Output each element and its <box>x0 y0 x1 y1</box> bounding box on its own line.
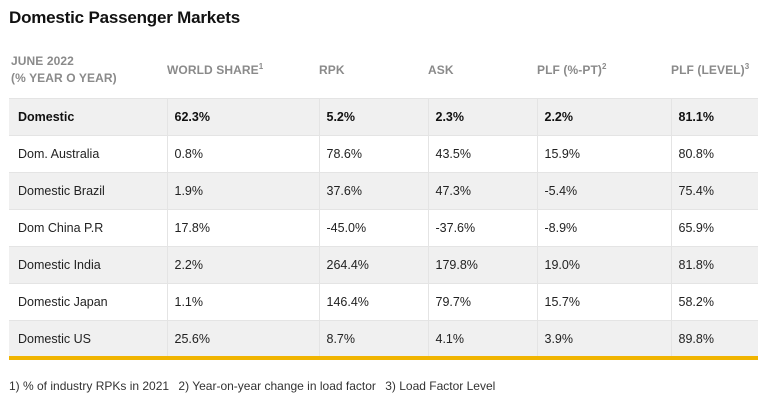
column-header-label: PLF (%-PT) <box>537 62 602 77</box>
cell-rpk: 146.4% <box>318 283 428 321</box>
cell-plf-level: 80.8% <box>670 135 758 173</box>
cell-ask: 47.3% <box>427 172 537 210</box>
footnote-3: 3) Load Factor Level <box>385 379 496 393</box>
column-header-period-line2: (% YEAR O YEAR) <box>11 71 117 85</box>
cell-plf-pt: 19.0% <box>536 246 671 284</box>
cell-market: Domestic Brazil <box>9 172 167 210</box>
cell-rpk: 5.2% <box>318 98 428 136</box>
footnote-marker: 1 <box>258 61 264 71</box>
cell-world-share: 25.6% <box>166 320 319 358</box>
column-header-world-share: WORLD SHARE1 <box>167 42 319 99</box>
column-header-label: PLF (LEVEL) <box>671 62 745 77</box>
cell-plf-pt: 3.9% <box>536 320 671 358</box>
footnote-1: 1) % of industry RPKs in 2021 <box>9 379 170 393</box>
cell-world-share: 62.3% <box>166 98 319 136</box>
cell-world-share: 17.8% <box>166 209 319 247</box>
footnote-marker: 2 <box>602 61 607 71</box>
cell-world-share: 1.1% <box>166 283 319 321</box>
cell-world-share: 2.2% <box>166 246 319 284</box>
table-bottom-accent-bar <box>9 356 758 360</box>
table-row: Domestic India 2.2% 264.4% 179.8% 19.0% … <box>9 246 758 284</box>
cell-plf-pt: 2.2% <box>536 98 671 136</box>
cell-plf-level: 81.8% <box>670 246 758 284</box>
cell-market: Domestic India <box>9 246 167 284</box>
cell-rpk: 264.4% <box>318 246 428 284</box>
column-header-label: RPK <box>319 62 345 77</box>
cell-ask: 2.3% <box>427 98 537 136</box>
table-row: Dom China P.R 17.8% -45.0% -37.6% -8.9% … <box>9 209 758 247</box>
column-header-label: ASK <box>428 62 454 77</box>
cell-plf-pt: -8.9% <box>536 209 671 247</box>
cell-rpk: 78.6% <box>318 135 428 173</box>
column-header-label: WORLD SHARE <box>167 62 259 77</box>
cell-ask: 179.8% <box>427 246 537 284</box>
cell-plf-pt: -5.4% <box>536 172 671 210</box>
column-header-period-line1: JUNE 2022 <box>11 54 74 68</box>
footnote-2: 2) Year-on-year change in load factor <box>178 379 376 393</box>
cell-ask: 4.1% <box>427 320 537 358</box>
footnotes: 1) % of industry RPKs in 2021 2) Year-on… <box>9 379 495 393</box>
cell-ask: 79.7% <box>427 283 537 321</box>
cell-rpk: 8.7% <box>318 320 428 358</box>
markets-table-container: JUNE 2022 (% YEAR O YEAR) WORLD SHARE1 R… <box>9 42 758 358</box>
cell-plf-pt: 15.9% <box>536 135 671 173</box>
column-header-rpk: RPK <box>319 42 428 99</box>
column-header-period: JUNE 2022 (% YEAR O YEAR) <box>9 42 167 99</box>
cell-rpk: -45.0% <box>318 209 428 247</box>
cell-rpk: 37.6% <box>318 172 428 210</box>
markets-table: JUNE 2022 (% YEAR O YEAR) WORLD SHARE1 R… <box>9 42 758 358</box>
cell-market: Dom China P.R <box>9 209 167 247</box>
cell-plf-level: 58.2% <box>670 283 758 321</box>
footnote-marker: 3 <box>744 61 750 71</box>
cell-plf-level: 75.4% <box>670 172 758 210</box>
cell-ask: -37.6% <box>427 209 537 247</box>
column-header-plf-level: PLF (LEVEL)3 <box>671 42 758 99</box>
cell-market: Dom. Australia <box>9 135 167 173</box>
table-row: Domestic Japan 1.1% 146.4% 79.7% 15.7% 5… <box>9 283 758 321</box>
cell-world-share: 1.9% <box>166 172 319 210</box>
page-title: Domestic Passenger Markets <box>9 8 241 27</box>
cell-plf-level: 89.8% <box>670 320 758 358</box>
cell-plf-pt: 15.7% <box>536 283 671 321</box>
cell-plf-level: 65.9% <box>670 209 758 247</box>
cell-market: Domestic Japan <box>9 283 167 321</box>
cell-world-share: 0.8% <box>166 135 319 173</box>
table-row-domestic-total: Domestic 62.3% 5.2% 2.3% 2.2% 81.1% <box>9 98 758 136</box>
cell-plf-level: 81.1% <box>670 98 758 136</box>
cell-market: Domestic US <box>9 320 167 358</box>
cell-ask: 43.5% <box>427 135 537 173</box>
table-header-row: JUNE 2022 (% YEAR O YEAR) WORLD SHARE1 R… <box>9 42 758 99</box>
table-row: Domestic US 25.6% 8.7% 4.1% 3.9% 89.8% <box>9 320 758 358</box>
column-header-ask: ASK <box>428 42 537 99</box>
cell-market: Domestic <box>9 98 167 136</box>
column-header-plf-pt: PLF (%-PT)2 <box>537 42 671 99</box>
table-row: Domestic Brazil 1.9% 37.6% 47.3% -5.4% 7… <box>9 172 758 210</box>
table-row: Dom. Australia 0.8% 78.6% 43.5% 15.9% 80… <box>9 135 758 173</box>
